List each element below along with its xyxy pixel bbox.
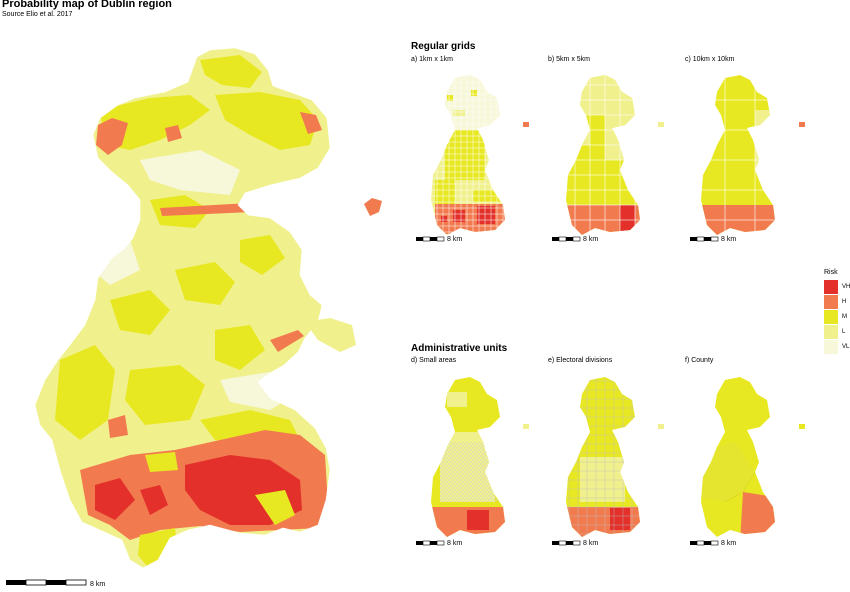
scalebar-b-label: 8 km [583,236,599,243]
peninsula-shape [305,318,356,352]
legend-label-h: H [842,299,847,305]
panel-label-a: a) 1km x 1km [411,56,454,63]
legend-swatch-vh [824,280,838,294]
legend-title: Risk [824,269,838,276]
scalebar-e-label: 8 km [583,540,599,547]
legend-label-m: M [842,314,847,320]
legend-label-vh: VH [842,284,850,290]
island-shape [364,198,382,216]
legend-label-vl: VL [842,344,850,350]
scalebar-d-label: 8 km [447,540,463,547]
panel-label-d: d) Small areas [411,357,457,364]
scalebar-c [690,236,719,242]
map-panel-c [701,75,805,235]
panel-label-c: c) 10km x 10km [685,56,735,63]
administrative-units-title: Administrative units [411,343,508,354]
regular-grids-title: Regular grids [411,41,476,52]
map-title: Probability map of Dublin region [2,0,172,10]
main-map-fill [35,48,330,568]
panel-label-b: b) 5km x 5km [548,56,591,63]
panel-label-f: f) County [685,357,714,364]
map-subtitle: Source Elio et al. 2017 [2,11,73,18]
scalebar-f [690,540,719,546]
scalebar-e [552,540,581,546]
scalebar-a [416,236,445,242]
scalebar-a-label: 8 km [447,236,463,243]
legend-swatch-m [824,310,838,324]
scalebar-d [416,540,445,546]
map-panel-f [701,377,805,537]
legend-label-l: L [842,329,846,335]
legend-swatch-h [824,295,838,309]
map-panel-e [566,377,664,537]
map-panel-b [566,75,664,235]
scalebar-b [552,236,581,242]
map-panel-a [431,75,529,235]
legend-swatch-l [824,325,838,339]
legend-swatch-vl [824,340,838,354]
main-scalebar [6,579,87,586]
map-panel-d [431,377,529,537]
scalebar-c-label: 8 km [721,236,737,243]
panel-label-e: e) Electoral divisions [548,357,613,364]
main-scalebar-label: 8 km [90,581,106,588]
scalebar-f-label: 8 km [721,540,737,547]
